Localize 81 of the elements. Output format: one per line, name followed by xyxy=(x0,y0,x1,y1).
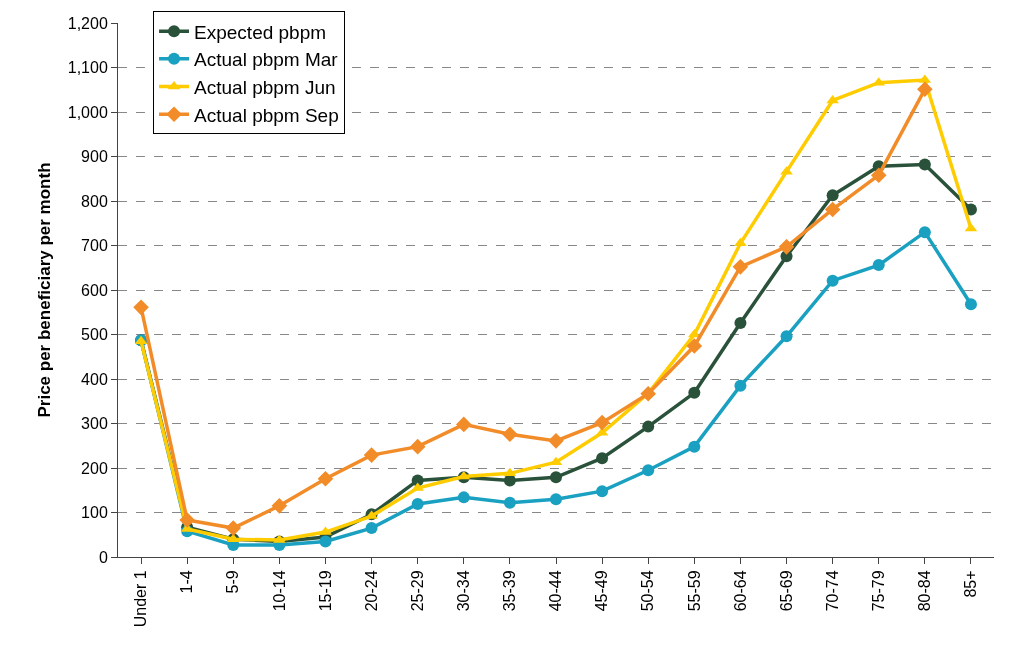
point xyxy=(642,420,655,433)
point xyxy=(503,496,516,509)
x-tick-label: 60-64 xyxy=(731,570,749,612)
x-tick-label: 50-54 xyxy=(639,570,657,612)
x-tick-label: 40-44 xyxy=(547,570,565,612)
x-tick-label: 25-29 xyxy=(408,570,426,612)
x-tick-label: 45-49 xyxy=(593,570,611,612)
y-tick-label: 1,200 xyxy=(67,14,108,32)
y-tick-label: 1,000 xyxy=(67,103,108,121)
point xyxy=(317,470,334,487)
point xyxy=(640,385,657,402)
point xyxy=(550,493,562,506)
point xyxy=(872,259,885,272)
point xyxy=(826,274,839,287)
x-tick-label: 55-59 xyxy=(685,570,703,612)
point xyxy=(225,520,242,536)
x-tick-label: 85+ xyxy=(962,570,980,598)
point xyxy=(918,226,931,239)
y-tick-label: 500 xyxy=(81,326,108,344)
x-tick-label: 80-84 xyxy=(916,570,934,612)
legend-label: Actual pbpm Jun xyxy=(194,76,336,98)
x-tick-label: 15-19 xyxy=(316,570,334,612)
y-tick-label: 300 xyxy=(81,415,108,433)
y-tick-label: 200 xyxy=(81,459,108,477)
legend-label: Expected pbpm xyxy=(194,21,327,43)
y-tick-label: 0 xyxy=(98,548,108,566)
y-tick-label: 600 xyxy=(81,281,108,299)
point xyxy=(548,433,564,449)
point xyxy=(319,535,332,548)
point xyxy=(365,522,378,535)
point xyxy=(179,512,195,528)
point xyxy=(133,299,149,316)
point xyxy=(642,464,655,477)
point xyxy=(826,189,839,202)
point xyxy=(596,485,609,498)
x-tick-label: 5-9 xyxy=(224,570,242,594)
x-tick-label: 1-4 xyxy=(178,570,196,594)
x-tick-label: 10-14 xyxy=(270,570,288,612)
point xyxy=(780,330,793,343)
point xyxy=(734,379,747,392)
y-tick-label: 400 xyxy=(81,370,108,388)
legend-label: Actual pbpm Sep xyxy=(194,104,339,126)
point xyxy=(734,316,747,329)
x-tick-label: 70-74 xyxy=(823,570,841,612)
x-tick-label: 35-39 xyxy=(501,570,519,612)
point xyxy=(550,471,562,484)
point xyxy=(778,239,795,255)
x-tick-label: Under 1 xyxy=(132,570,150,628)
point xyxy=(455,416,472,433)
point xyxy=(732,259,749,275)
point xyxy=(271,498,288,514)
x-tick-label: 65-69 xyxy=(777,570,795,612)
y-tick-label: 700 xyxy=(81,237,108,255)
point xyxy=(457,491,470,504)
y-tick-label: 1,100 xyxy=(67,59,108,77)
point xyxy=(596,452,609,465)
x-tick-label: 20-24 xyxy=(362,570,380,612)
point xyxy=(688,440,701,453)
point xyxy=(502,426,518,442)
x-tick-label: 75-79 xyxy=(869,570,887,612)
point xyxy=(457,470,471,480)
point xyxy=(503,467,517,477)
point xyxy=(964,298,977,311)
point xyxy=(363,447,380,463)
point xyxy=(870,167,887,183)
y-axis-title: Price per beneficiary per month xyxy=(35,162,55,418)
point xyxy=(826,94,839,104)
point xyxy=(917,81,933,98)
point xyxy=(594,414,610,431)
x-tick-label: 30-34 xyxy=(454,570,472,612)
point xyxy=(824,201,841,218)
legend-label: Actual pbpm Mar xyxy=(194,49,339,71)
point xyxy=(686,338,703,354)
point xyxy=(409,438,426,455)
point xyxy=(411,498,424,511)
point xyxy=(688,386,701,399)
y-tick-label: 100 xyxy=(81,504,108,522)
y-tick-label: 900 xyxy=(81,148,108,166)
point xyxy=(918,158,931,171)
point xyxy=(734,237,747,247)
y-tick-label: 800 xyxy=(81,192,108,210)
